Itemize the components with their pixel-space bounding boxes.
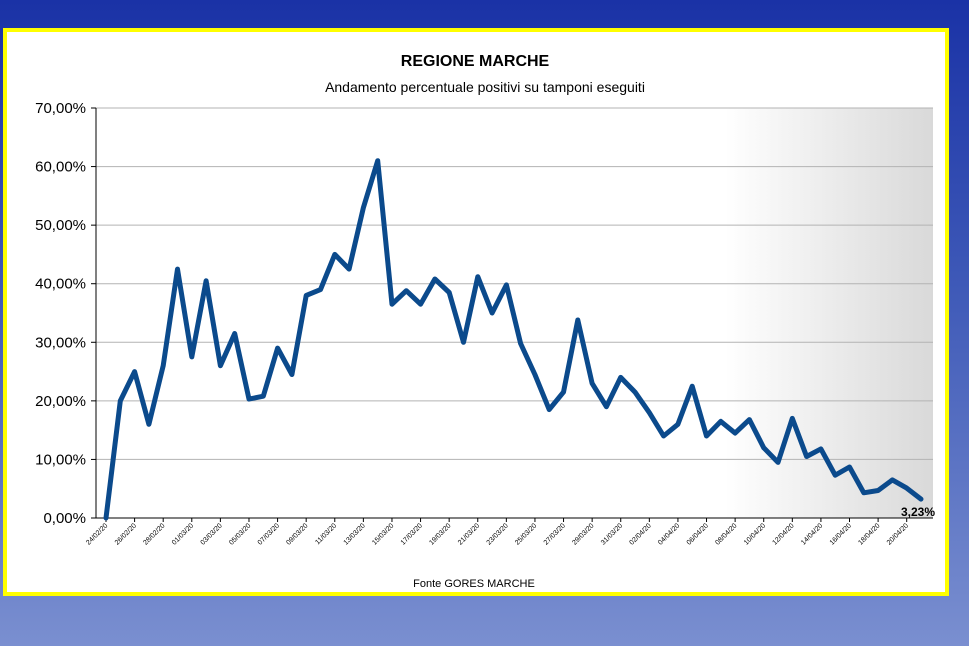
- end-value-label: 3,23%: [901, 505, 935, 519]
- x-tick-label: 19/03/20: [428, 522, 452, 546]
- x-tick-label: 26/02/20: [114, 522, 138, 546]
- y-tick-label: 0,00%: [43, 510, 86, 527]
- x-tick-label: 01/03/20: [171, 522, 195, 546]
- y-tick-label: 50,00%: [35, 217, 86, 234]
- x-tick-label: 28/02/20: [142, 522, 166, 546]
- x-tick-label: 27/03/20: [543, 522, 567, 546]
- x-tick-label: 04/04/20: [657, 522, 681, 546]
- x-tick-label: 07/03/20: [257, 522, 281, 546]
- x-tick-label: 16/04/20: [829, 522, 853, 546]
- x-tick-label: 25/03/20: [514, 522, 538, 546]
- chart-subtitle: Andamento percentuale positivi su tampon…: [325, 79, 645, 95]
- x-tick-label: 15/03/20: [371, 522, 395, 546]
- y-tick-label: 70,00%: [35, 100, 86, 117]
- x-tick-label: 23/03/20: [486, 522, 510, 546]
- y-axis-ticks: 0,00% 10,00% 20,00% 30,00% 40,00% 50,00% 60,00…: [35, 100, 96, 527]
- x-tick-label: 29/03/20: [571, 522, 595, 546]
- x-tick-label: 21/03/20: [457, 522, 481, 546]
- y-tick-label: 10,00%: [35, 451, 86, 468]
- x-tick-label: 09/03/20: [285, 522, 309, 546]
- chart-title: REGIONE MARCHE: [401, 53, 550, 70]
- y-tick-label: 60,00%: [35, 159, 86, 176]
- series-line: [103, 158, 924, 521]
- y-tick-label: 30,00%: [35, 334, 86, 351]
- y-tick-label: 40,00%: [35, 276, 86, 293]
- x-tick-label: 17/03/20: [400, 522, 424, 546]
- x-tick-label: 20/04/20: [886, 522, 910, 546]
- x-tick-label: 18/04/20: [857, 522, 881, 546]
- chart-frame: 0,00% 10,00% 20,00% 30,00% 40,00% 50,00% 60,00…: [3, 28, 949, 596]
- x-tick-label: 12/04/20: [772, 522, 796, 546]
- line-chart: 0,00% 10,00% 20,00% 30,00% 40,00% 50,00% 60,00…: [35, 53, 935, 590]
- x-tick-label: 05/03/20: [228, 522, 252, 546]
- x-tick-label: 14/04/20: [800, 522, 824, 546]
- plot-shaded-region: [725, 108, 933, 518]
- x-axis-ticks: 24/02/20 26/02/20 28/02/20 01/03/20 03/03/20…: [85, 518, 910, 547]
- x-tick-label: 10/04/20: [743, 522, 767, 546]
- source-label: Fonte GORES MARCHE: [413, 578, 535, 590]
- y-tick-label: 20,00%: [35, 393, 86, 410]
- x-tick-label: 13/03/20: [343, 522, 367, 546]
- x-tick-label: 24/02/20: [85, 522, 109, 546]
- x-tick-label: 31/03/20: [600, 522, 624, 546]
- x-tick-label: 08/04/20: [714, 522, 738, 546]
- x-tick-label: 11/03/20: [314, 522, 338, 546]
- x-tick-label: 02/04/20: [629, 522, 653, 546]
- x-tick-label: 03/03/20: [200, 522, 224, 546]
- x-tick-label: 06/04/20: [686, 522, 710, 546]
- axes: [95, 108, 933, 519]
